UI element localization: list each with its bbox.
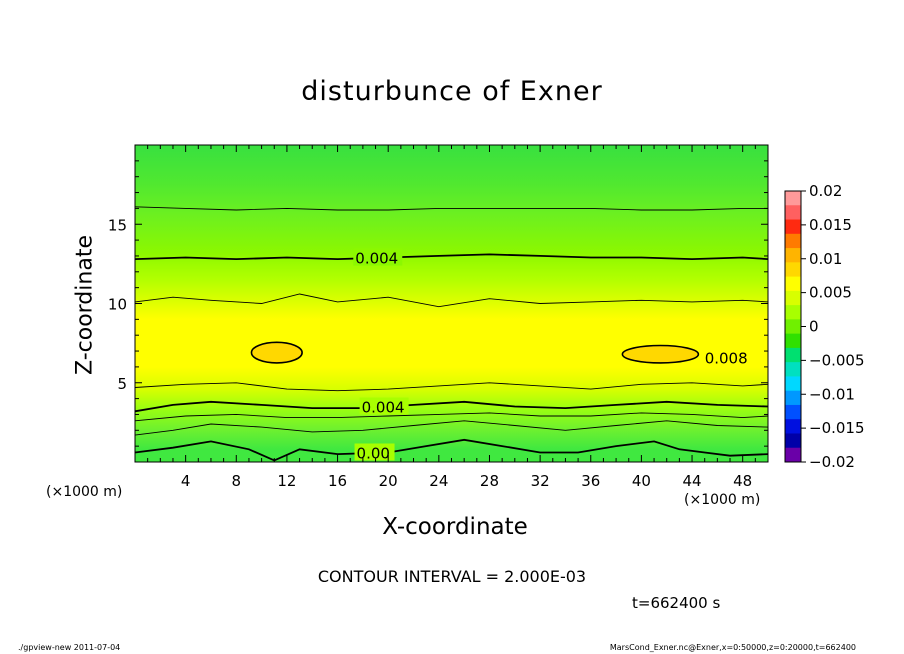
contour-label-bg bbox=[702, 348, 752, 366]
colorbar-segment bbox=[785, 333, 801, 349]
high-region-1 bbox=[250, 341, 303, 364]
colorbar-segment bbox=[785, 419, 801, 434]
colorbar-tick-label: −0.015 bbox=[809, 419, 865, 437]
contour-line-8 bbox=[134, 206, 768, 211]
contour-label-bg bbox=[359, 397, 409, 415]
colorbar-tick-label: 0 bbox=[809, 318, 819, 336]
colorbar-segment bbox=[785, 404, 801, 420]
colorbar-tick-label: 0.02 bbox=[809, 182, 842, 200]
colorbar-tick-label: 0.005 bbox=[809, 284, 852, 302]
colorbar-segment bbox=[785, 290, 801, 306]
contour-label-bg bbox=[353, 248, 403, 266]
contour-label: 0.008 bbox=[705, 349, 748, 367]
colorbar-segment bbox=[785, 248, 801, 263]
x-tick-label: 24 bbox=[429, 472, 448, 490]
contour-fill bbox=[135, 145, 768, 462]
y-tick-label: 10 bbox=[108, 296, 127, 314]
footer-file-info: MarsCond_Exner.nc@Exner,x=0:50000,z=0:20… bbox=[609, 643, 856, 652]
x-tick-label: 8 bbox=[232, 472, 242, 490]
colorbar-segment bbox=[785, 262, 801, 278]
contour-line-2 bbox=[134, 420, 769, 436]
high-region-2 bbox=[621, 344, 700, 364]
x-tick-label: 28 bbox=[480, 472, 499, 490]
x-tick-label: 44 bbox=[682, 472, 701, 490]
x-tick-label: 40 bbox=[632, 472, 651, 490]
contour-line-6 bbox=[134, 293, 769, 308]
x-tick-label: 36 bbox=[581, 472, 600, 490]
contour-label-bg bbox=[354, 443, 395, 461]
footer-program-info: ./gpview-new 2011-07-04 bbox=[18, 643, 121, 652]
colorbar-segment bbox=[785, 447, 801, 463]
x-tick-label: 16 bbox=[328, 472, 347, 490]
colorbar-tick-label: −0.02 bbox=[809, 453, 855, 471]
contour-line-5 bbox=[134, 382, 769, 392]
colorbar-tick-label: 0.01 bbox=[809, 250, 842, 268]
x-tick-label: 20 bbox=[379, 472, 398, 490]
x-tick-label: 48 bbox=[733, 472, 752, 490]
colorbar-segment bbox=[785, 276, 801, 292]
colorbar-segment bbox=[785, 433, 801, 449]
colorbar-segment bbox=[785, 305, 801, 320]
time-label: t=662400 s bbox=[632, 594, 721, 612]
colorbar-segment bbox=[785, 362, 801, 377]
contour-line-7 bbox=[134, 253, 769, 261]
colorbar-segment bbox=[785, 390, 801, 406]
x-axis-label: X-coordinate bbox=[382, 514, 528, 540]
contour-label: 0.004 bbox=[362, 399, 405, 417]
y-axis-label: Z-coordinate bbox=[72, 235, 98, 375]
x-unit-left: (×1000 m) bbox=[46, 484, 123, 500]
colorbar-segment bbox=[785, 376, 801, 392]
colorbar-tick-label: 0.015 bbox=[809, 216, 852, 234]
contour-line-4 bbox=[134, 400, 769, 413]
colorbar-segment bbox=[785, 191, 801, 206]
y-tick-label: 15 bbox=[108, 216, 127, 234]
y-tick-label: 5 bbox=[117, 375, 127, 393]
colorbar-tick-label: −0.01 bbox=[809, 385, 855, 403]
contour-interval-text: CONTOUR INTERVAL = 2.000E-03 bbox=[317, 567, 587, 586]
x-unit-right: (×1000 m) bbox=[684, 492, 761, 508]
colorbar-segment bbox=[785, 233, 801, 249]
x-tick-label: 12 bbox=[277, 472, 296, 490]
chart-title: disturbunce of Exner bbox=[301, 76, 603, 107]
contour-line-1 bbox=[134, 438, 769, 462]
colorbar-segment bbox=[785, 205, 801, 221]
x-tick-label: 32 bbox=[531, 472, 550, 490]
colorbar-segment bbox=[785, 219, 801, 235]
contour-label: 0.00 bbox=[357, 444, 390, 462]
colorbar-segment bbox=[785, 347, 801, 363]
colorbar-segment bbox=[785, 319, 801, 335]
contour-label: 0.004 bbox=[355, 250, 398, 268]
x-tick-label: 4 bbox=[181, 472, 191, 490]
colorbar-tick-label: −0.005 bbox=[809, 351, 865, 369]
contour-line-3 bbox=[134, 412, 769, 422]
